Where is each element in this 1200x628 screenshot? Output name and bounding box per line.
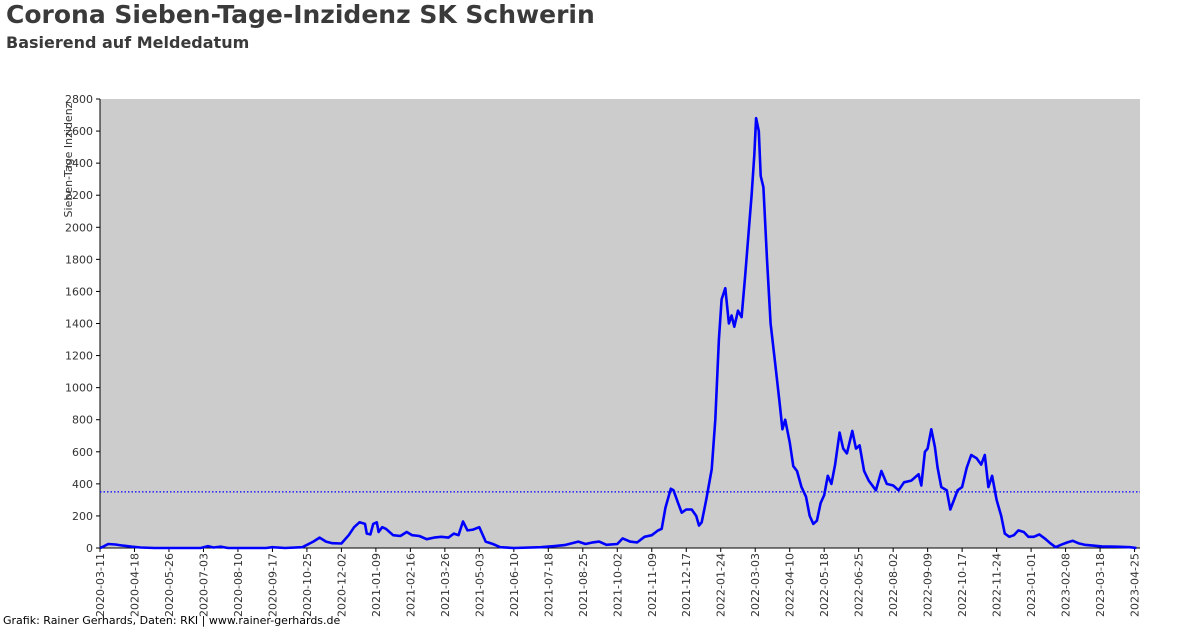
x-tick-label: 2023-03-18 — [1094, 553, 1107, 617]
x-tick-label: 2021-10-02 — [611, 553, 624, 617]
x-tick-label: 2022-11-24 — [991, 553, 1004, 617]
y-tick-label: 2600 — [65, 125, 93, 138]
x-tick-label: 2020-04-18 — [128, 553, 141, 617]
x-tick-label: 2020-05-26 — [163, 553, 176, 617]
chart-subtitle: Basierend auf Meldedatum — [6, 33, 250, 52]
y-tick-label: 2400 — [65, 157, 93, 170]
x-tick-label: 2023-02-08 — [1060, 553, 1073, 617]
x-tick-label: 2020-12-02 — [335, 553, 348, 617]
x-tick-label: 2022-09-09 — [922, 553, 935, 617]
y-tick-label: 1400 — [65, 318, 93, 331]
x-tick-label: 2023-04-25 — [1129, 553, 1142, 617]
x-tick-label: 2022-03-03 — [749, 553, 762, 617]
y-tick-label: 800 — [72, 414, 93, 427]
x-tick-label: 2021-01-09 — [370, 553, 383, 617]
y-tick-label: 1600 — [65, 285, 93, 298]
x-tick-label: 2022-08-02 — [887, 553, 900, 617]
y-tick-label: 2200 — [65, 189, 93, 202]
y-tick-label: 1000 — [65, 382, 93, 395]
x-tick-label: 2022-01-24 — [715, 553, 728, 617]
y-tick-label: 1200 — [65, 350, 93, 363]
source-credit: Grafik: Rainer Gerhards, Daten: RKI | ww… — [3, 614, 341, 627]
x-tick-label: 2020-07-03 — [197, 553, 210, 617]
x-tick-label: 2020-08-10 — [232, 553, 245, 617]
x-tick-label: 2021-03-26 — [439, 553, 452, 617]
chart-title: Corona Sieben-Tage-Inzidenz SK Schwerin — [6, 0, 595, 29]
x-tick-label: 2020-10-25 — [301, 553, 314, 617]
x-tick-label: 2021-06-10 — [508, 553, 521, 617]
axes: 0 200 400 600 800 1000 1200 1400 1600 1800 2000 220… — [65, 93, 1142, 617]
x-tick-label: 2022-04-10 — [784, 553, 797, 617]
y-tick-label: 200 — [72, 510, 93, 523]
x-tick-label: 2021-02-16 — [404, 553, 417, 617]
series-group — [99, 116, 1137, 550]
x-tick-label: 2020-09-17 — [266, 553, 279, 617]
plot-area — [100, 99, 1140, 548]
y-tick-label: 2800 — [65, 93, 93, 106]
x-tick-label: 2021-11-09 — [646, 553, 659, 617]
x-tick-label: 2021-05-03 — [473, 553, 486, 617]
y-tick-label: 400 — [72, 478, 93, 491]
y-tick-label: 2000 — [65, 221, 93, 234]
x-tick-label: 2022-06-25 — [853, 553, 866, 617]
series-line — [99, 116, 1137, 550]
y-axis-label: Sieben-Tage Inzidenz — [62, 102, 75, 217]
y-tick-label: 0 — [86, 542, 93, 555]
x-tick-label: 2021-12-17 — [680, 553, 693, 617]
x-tick-label: 2020-03-11 — [94, 553, 107, 617]
y-tick-label: 1800 — [65, 253, 93, 266]
x-tick-label: 2021-07-18 — [542, 553, 555, 617]
x-tick-label: 2023-01-01 — [1025, 553, 1038, 617]
x-tick-label: 2022-05-18 — [818, 553, 831, 617]
x-tick-label: 2022-10-17 — [956, 553, 969, 617]
y-tick-label: 600 — [72, 446, 93, 459]
x-tick-label: 2021-08-25 — [577, 553, 590, 617]
